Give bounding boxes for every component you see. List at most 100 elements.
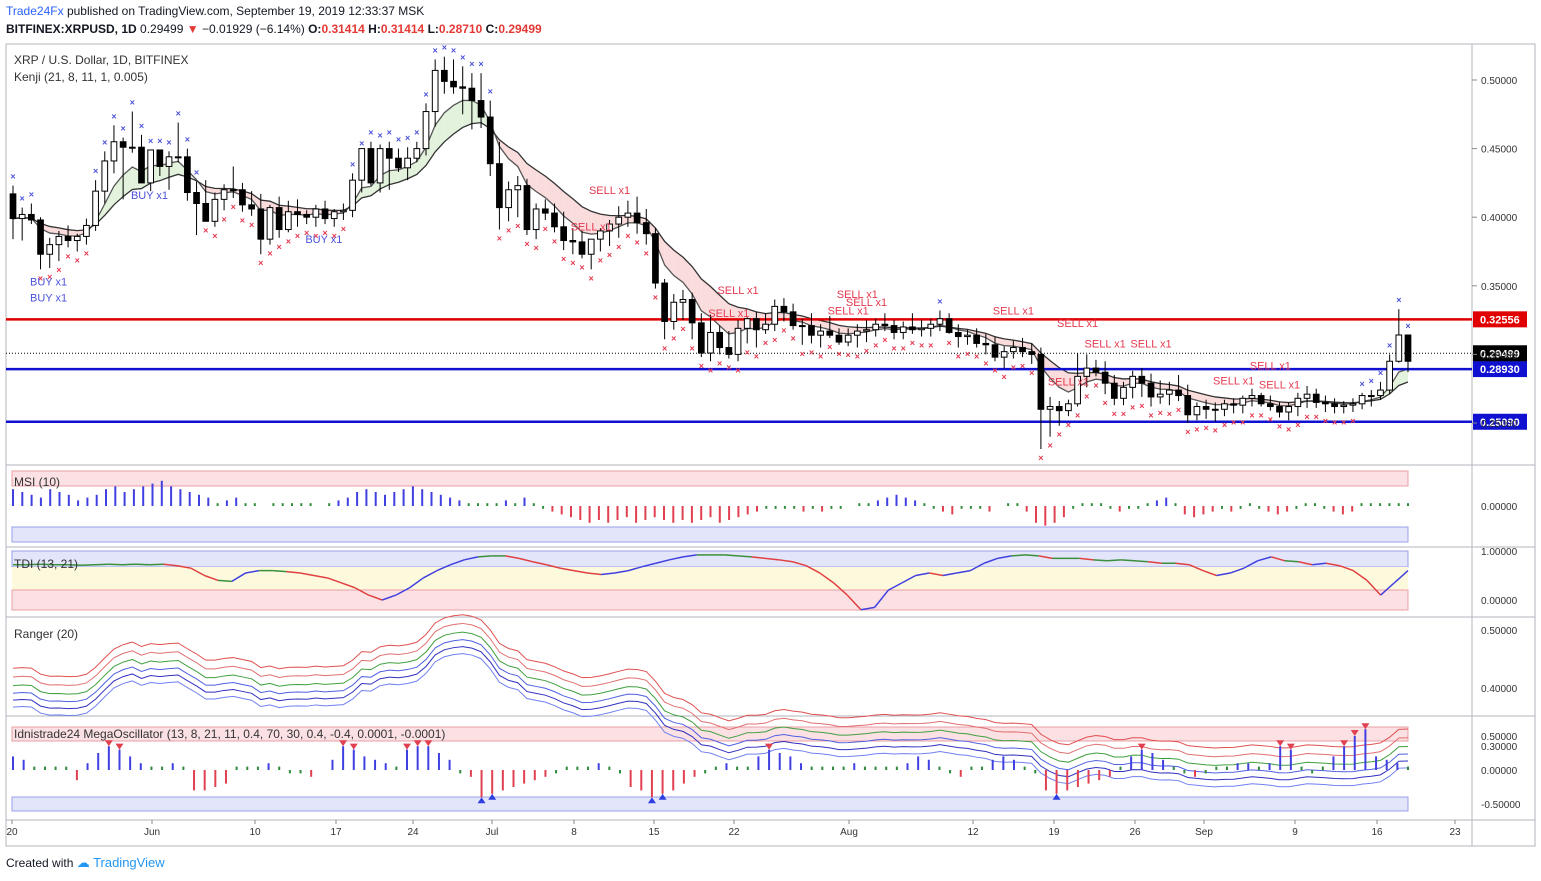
level-tag-label-0: 0.32556 [1480,314,1520,326]
tdi-segment [778,559,793,563]
buy-cross-marker: × [423,89,428,99]
tdi-segment [1257,556,1272,562]
candle-up [55,235,63,246]
tdi-segment [573,569,588,574]
tdi-segment [340,582,356,589]
ranger-line-4 [12,646,1409,781]
candle-down [835,334,843,343]
candle-up [872,323,880,331]
sell-cross-marker: × [1084,391,1089,401]
time-axis-label: 10 [249,827,261,838]
publish-header: Trade24Fx published on TradingView.com, … [6,4,424,18]
candle-up [220,189,228,200]
time-axis-label: 20 [6,827,18,838]
candle-up [743,318,751,329]
candle-up [1221,403,1228,410]
candle-down [468,87,476,102]
sell-cross-marker: × [680,324,685,334]
sell-cross-marker: × [1185,427,1190,437]
sell-label: SELL x1 [846,297,887,309]
buy-cross-marker: × [405,133,410,143]
candle-up [615,216,623,225]
buy-cross-marker: × [20,194,25,204]
tdi-segment [887,582,903,591]
kenji-cloud-bear [563,191,573,224]
kenji-cloud-bear [1004,338,1014,347]
sell-cross-marker: × [653,293,658,303]
tdi-segment [532,561,547,566]
candle-down [890,325,898,333]
tdi-segment [395,587,410,596]
buy-cross-marker: × [185,135,190,145]
sell-cross-marker: × [56,265,61,275]
publisher-link[interactable]: Trade24Fx [6,4,64,18]
candle-up [1065,403,1072,412]
level-tag-label-2: 0.25090 [1480,417,1520,429]
candle-up [1303,393,1311,399]
mega-sell-triangle-icon [403,743,412,750]
created-with-text: Created with [6,856,74,870]
candle-down [450,80,457,88]
mega-sell-triangle-icon [1361,723,1370,730]
sell-cross-marker: × [1268,415,1273,425]
candle-up [1386,360,1393,391]
tdi-segment [874,589,889,608]
sell-cross-marker: × [717,358,722,368]
sell-cross-marker: × [561,254,566,264]
sell-cross-marker: × [1213,426,1218,436]
tdi-segment [1025,554,1039,557]
candle-up [707,331,714,354]
tradingview-brand[interactable]: TradingView [93,855,165,870]
ranger-line-2 [12,631,1409,766]
level-tag-1 [1473,361,1527,378]
sell-label: SELL x1 [993,306,1034,318]
low-value: 0.28710 [438,22,483,36]
ranger-axis-label: 0.30000 [1481,742,1518,753]
tdi-segment [1284,560,1299,563]
candle-up [734,327,742,355]
candle-up [1156,393,1164,398]
candle-up [1239,397,1247,406]
sell-cross-marker: × [1203,423,1208,433]
buy-cross-marker: × [166,137,171,147]
tdi-segment [915,572,930,577]
tdi-upper-band [11,550,1409,568]
candle-up [670,301,678,322]
buy-cross-marker: × [350,159,355,169]
candle-up [83,224,90,237]
mega-axis-label: -0.50000 [1481,800,1521,811]
buy-cross-marker: × [478,59,483,69]
candle-down [578,241,586,255]
mega-sell-triangle-icon [765,743,774,750]
tdi-segment [204,574,219,582]
sell-cross-marker: × [1130,402,1135,412]
tradingview-logo-icon[interactable]: ☁ [76,855,90,870]
kenji-cloud-bear [1206,394,1216,405]
candle-up [899,326,907,333]
kenji-cloud-bear [985,333,996,344]
candle-up [422,111,430,150]
kenji-cloud-bear [1160,383,1170,390]
tdi-segment [969,562,985,572]
sell-cross-marker: × [1295,420,1300,430]
ranger-line-1 [12,622,1409,758]
tdi-segment [628,565,643,572]
candle-up [1367,395,1375,398]
buy-cross-marker: × [10,172,15,182]
tdi-segment [477,555,492,558]
level-tag-0 [1473,311,1527,328]
kenji-cloud-bear [1013,340,1023,348]
tdi-segment [929,572,944,577]
buy-cross-marker: × [148,136,153,146]
sell-cross-marker: × [295,231,300,241]
candle-down [248,204,255,210]
tdi-segment [737,555,752,558]
buy-cross-marker: × [176,109,181,119]
candle-down [1202,406,1210,410]
candle-down [303,213,311,218]
sell-cross-marker: × [726,363,731,373]
kenji-cloud-bear [49,226,59,235]
candle-down [64,235,72,242]
sell-cross-marker: × [598,256,603,266]
